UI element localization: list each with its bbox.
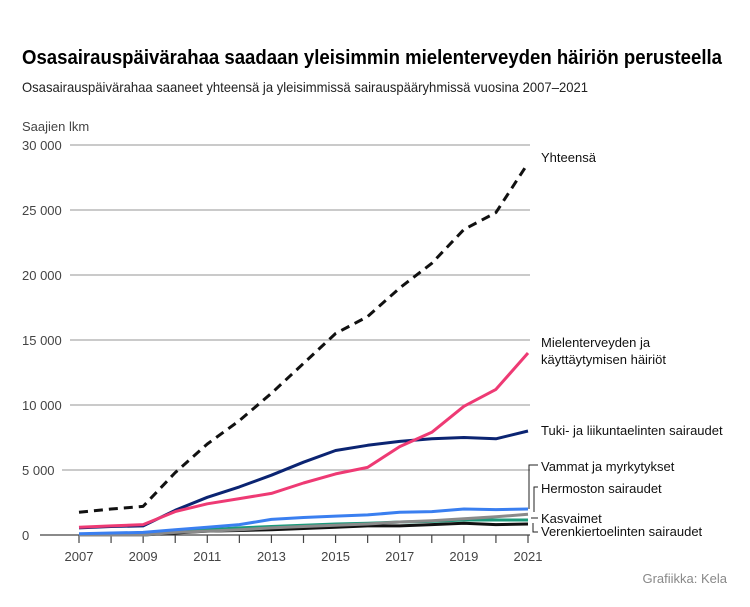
x-tick-label: 2019 xyxy=(449,549,478,564)
y-tick-label: 15 000 xyxy=(22,333,62,348)
series-line-2 xyxy=(78,429,529,530)
leader-line xyxy=(528,464,538,509)
y-tick-label: 5 000 xyxy=(22,463,55,478)
y-tick-label: 20 000 xyxy=(22,268,62,283)
leader-line xyxy=(532,523,538,533)
y-axis-label: Saajien lkm xyxy=(22,119,89,134)
series-label-3: Vammat ja myrkytykset xyxy=(541,459,675,474)
y-tick-label: 30 000 xyxy=(22,138,62,153)
x-tick-label: 2021 xyxy=(514,549,543,564)
leader-line xyxy=(533,486,538,512)
series-label-1: käyttäytymisen häiriöt xyxy=(541,352,666,367)
y-tick-label: 25 000 xyxy=(22,203,62,218)
series-line-1 xyxy=(78,352,530,529)
x-tick-label: 2009 xyxy=(129,549,158,564)
x-tick-label: 2015 xyxy=(321,549,350,564)
series-line-4 xyxy=(79,512,529,537)
x-tick-label: 2013 xyxy=(257,549,286,564)
series-label-5: Kasvaimet xyxy=(541,511,602,526)
y-tick-label: 0 xyxy=(22,528,29,543)
y-tick-label: 10 000 xyxy=(22,398,62,413)
series-line-0 xyxy=(78,162,530,514)
series-label-4: Hermoston sairaudet xyxy=(541,481,662,496)
source-credit: Grafiikka: Kela xyxy=(642,571,727,586)
x-tick-label: 2011 xyxy=(193,549,221,564)
series-label-0: Yhteensä xyxy=(541,150,597,165)
x-tick-label: 2007 xyxy=(65,549,94,564)
x-tick-label: 2017 xyxy=(385,549,414,564)
series-label-6: Verenkiertoelinten sairaudet xyxy=(541,524,703,539)
chart-title: Osasairauspäivärahaa saadaan yleisimmin … xyxy=(22,47,723,69)
series-line-3 xyxy=(78,507,529,536)
series-label-2: Tuki- ja liikuntaelinten sairaudet xyxy=(541,423,723,438)
series-label-1: Mielenterveyden ja xyxy=(541,335,651,350)
chart-subtitle: Osasairauspäivärahaa saaneet yhteensä ja… xyxy=(22,79,588,95)
